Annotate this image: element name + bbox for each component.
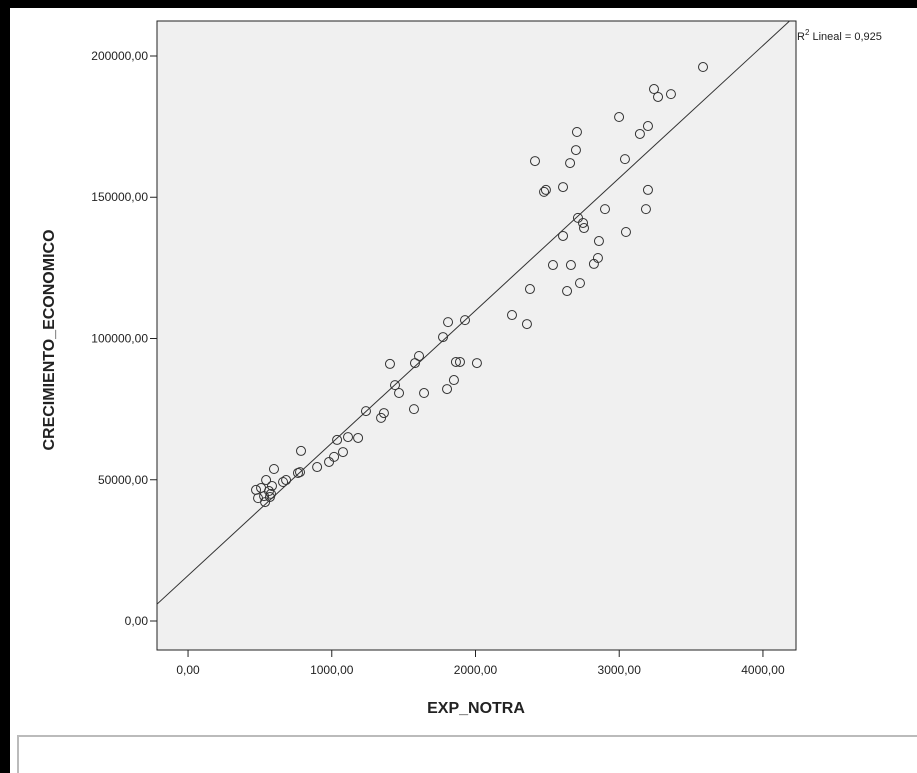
point <box>296 445 307 456</box>
point <box>360 406 371 417</box>
point <box>539 186 550 197</box>
point <box>614 112 625 123</box>
point <box>620 226 631 237</box>
point <box>281 475 292 486</box>
point <box>562 286 573 297</box>
point <box>653 91 664 102</box>
point <box>547 260 558 271</box>
point <box>332 434 343 445</box>
x-axis-label: EXP_NOTRA <box>427 700 525 717</box>
point <box>529 156 540 167</box>
point <box>540 184 551 195</box>
point <box>574 278 585 289</box>
point <box>266 480 277 491</box>
point <box>442 384 453 395</box>
frame-left <box>0 0 10 773</box>
point <box>640 204 651 215</box>
annotation-part: Lineal = 0,925 <box>809 31 881 43</box>
point <box>443 317 454 328</box>
x-tick-label: 0,00 <box>176 663 200 677</box>
point <box>454 356 465 367</box>
point <box>558 230 569 241</box>
point <box>649 84 659 95</box>
point <box>665 89 676 100</box>
y-tick-label: 200000,00 <box>91 49 148 63</box>
y-tick-label: 100000,00 <box>91 332 148 346</box>
y-tick-label: 50000,00 <box>98 473 148 487</box>
point <box>378 408 389 419</box>
point <box>592 252 603 263</box>
annotation-sup: 2 <box>805 28 810 37</box>
point <box>376 412 387 423</box>
plot-clip <box>157 21 791 605</box>
point <box>390 380 401 391</box>
x-tick-label: 3000,00 <box>598 663 642 677</box>
point <box>408 404 419 415</box>
lower-panel <box>17 735 917 773</box>
frame-top <box>0 0 917 8</box>
point <box>278 477 289 488</box>
point <box>324 456 335 467</box>
point <box>268 464 279 475</box>
point <box>337 447 348 458</box>
point <box>570 145 581 156</box>
point <box>593 236 604 247</box>
x-tick-label: 2000,00 <box>454 663 498 677</box>
y-axis-label: CRECIMIENTO_ECONOMICO <box>41 229 58 450</box>
y-tick-label: 150000,00 <box>91 190 148 204</box>
y-tick-label: 0,00 <box>125 614 149 628</box>
point <box>521 319 532 330</box>
point <box>565 260 576 271</box>
point <box>599 204 610 215</box>
point <box>450 356 461 367</box>
point <box>558 182 569 193</box>
point <box>353 432 364 443</box>
point <box>329 451 340 462</box>
point <box>578 217 588 228</box>
point <box>264 491 275 502</box>
point <box>634 128 645 139</box>
x-tick-label: 1000,00 <box>310 663 354 677</box>
point <box>261 475 272 486</box>
point <box>343 432 354 443</box>
point <box>384 358 395 369</box>
x-tick-label: 4000,00 <box>741 663 785 677</box>
point <box>414 351 425 362</box>
point <box>394 388 405 399</box>
point <box>524 284 535 295</box>
point <box>565 158 576 169</box>
point <box>571 126 582 137</box>
point <box>263 486 274 497</box>
point <box>572 212 583 223</box>
point <box>642 121 653 132</box>
point <box>579 223 590 234</box>
annotation: R2 Lineal = 0,925 <box>797 28 882 43</box>
point <box>507 310 517 321</box>
point <box>295 467 306 478</box>
point <box>619 154 630 165</box>
point <box>698 62 709 73</box>
point <box>419 388 430 399</box>
plot-area <box>156 20 797 651</box>
point <box>471 358 482 369</box>
point <box>312 462 323 473</box>
point <box>438 332 449 343</box>
point <box>642 184 653 195</box>
point <box>460 315 471 326</box>
annotation-part: R <box>797 31 805 43</box>
point <box>448 375 459 386</box>
